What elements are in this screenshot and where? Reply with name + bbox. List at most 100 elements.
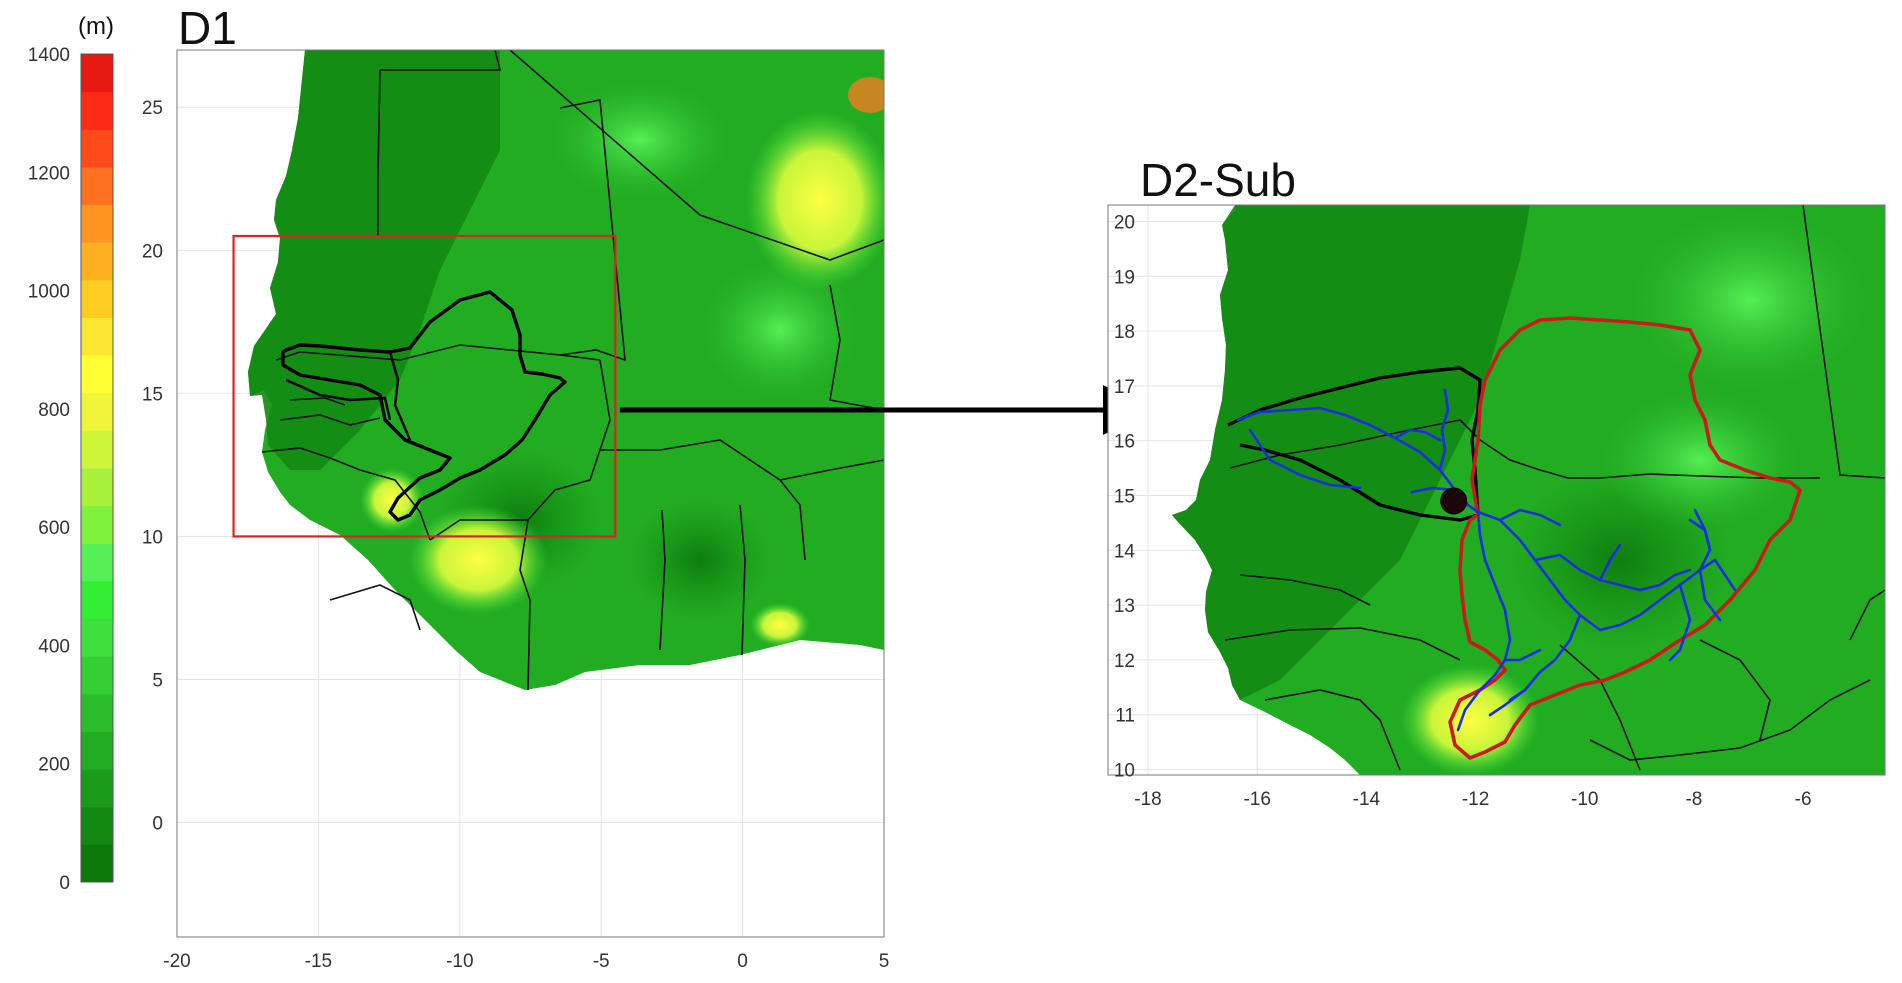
colorbar-band — [81, 355, 113, 394]
d1-x-tick-labels: -20 -15 -10 -5 0 5 — [163, 951, 889, 972]
d1-x-tick-label: -20 — [163, 951, 190, 972]
colorbar-tick-label: 1200 — [28, 163, 70, 184]
colorbar-band — [81, 543, 113, 582]
d1-y-tick-label: 5 — [152, 670, 163, 691]
d2sub-x-tick-label: -12 — [1462, 789, 1489, 810]
d2sub-y-tick-label: 20 — [1114, 212, 1135, 233]
d2sub-y-tick-label: 14 — [1114, 541, 1136, 562]
d2sub-x-tick-label: -6 — [1795, 789, 1812, 810]
colorbar-band — [81, 693, 113, 732]
d1-peak-ne — [848, 77, 884, 113]
d2sub-upper-basin-outline — [1448, 316, 1802, 760]
d1-y-tick-label: 10 — [142, 527, 163, 548]
colorbar-band — [81, 392, 113, 431]
colorbar-frame — [80, 53, 114, 883]
d2sub-y-tick-labels: 10 11 12 13 14 15 16 17 18 19 20 — [1114, 212, 1136, 781]
d2sub-y-tick-label: 19 — [1114, 267, 1135, 288]
d1-gambia-basin — [285, 378, 392, 421]
d2sub-x-tick-label: -16 — [1243, 789, 1270, 810]
colorbar-tick-label: 0 — [59, 873, 70, 894]
colorbar-band — [81, 54, 113, 93]
d2-domain-box — [232, 234, 617, 538]
d1-x-tick-label: -10 — [446, 951, 473, 972]
colorbar-band — [81, 468, 113, 507]
colorbar-band — [81, 242, 113, 281]
d1-highland-fouta — [360, 468, 424, 532]
colorbar-band — [81, 317, 113, 356]
d1-x-tick-label: 0 — [737, 951, 748, 972]
d2sub-x-tick-labels: -18 -16 -14 -12 -10 -8 -6 — [1134, 789, 1811, 810]
d2sub-x-tick-label: -8 — [1685, 789, 1702, 810]
d2sub-x-tick-label: -18 — [1134, 789, 1161, 810]
colorbar-band — [81, 656, 113, 695]
d1-x-tick-label: -5 — [593, 951, 610, 972]
d1-x-tick-label: 5 — [879, 951, 890, 972]
colorbar-band — [81, 618, 113, 657]
d2sub-y-tick-label: 11 — [1115, 706, 1135, 727]
d1-highland-south — [750, 603, 810, 647]
d1-light-patch-east — [700, 260, 860, 400]
colorbar-band — [81, 580, 113, 620]
d2sub-y-tick-label: 17 — [1114, 377, 1135, 398]
colorbar-tick-label: 400 — [38, 636, 70, 657]
colorbar-band — [81, 166, 113, 206]
colorbar-band — [81, 430, 113, 469]
colorbar-band — [81, 204, 113, 243]
d1-title: D1 — [178, 2, 237, 54]
colorbar-unit-label: (m) — [78, 13, 114, 40]
d2sub-y-tick-label: 18 — [1114, 322, 1135, 343]
d1-y-tick-label: 25 — [142, 98, 163, 119]
d1-y-tick-label: 20 — [142, 241, 163, 262]
d2sub-y-tick-label: 15 — [1114, 486, 1135, 507]
colorbar-band — [81, 91, 113, 130]
colorbar-tick-label: 800 — [38, 400, 70, 421]
d2sub-y-tick-label: 13 — [1114, 596, 1135, 617]
d2sub-dark-lowland — [1172, 205, 1530, 700]
d1-subbasin-divide — [388, 351, 412, 441]
d2sub-y-tick-label: 16 — [1114, 432, 1135, 453]
basin-outlet-marker — [1440, 487, 1468, 515]
colorbar-band — [81, 844, 113, 883]
colorbar-tick-label: 600 — [38, 518, 70, 539]
d1-highland-ne — [745, 110, 884, 290]
d2sub-light-patch-ne — [1630, 210, 1870, 390]
colorbar-band — [81, 731, 113, 770]
d1-senegal-basin — [281, 290, 567, 522]
d1-terrain — [232, 50, 884, 691]
colorbar-band — [81, 806, 113, 845]
colorbar-band — [81, 505, 113, 544]
d2sub-y-tick-label: 12 — [1114, 651, 1135, 672]
d2sub-title: D2-Sub — [1140, 154, 1296, 206]
d1-light-patch — [550, 80, 730, 200]
d1-x-tick-label: -15 — [305, 951, 332, 972]
d2sub-x-tick-label: -14 — [1353, 789, 1381, 810]
colorbar-band — [81, 769, 113, 808]
colorbar-tick-label: 200 — [38, 755, 70, 776]
colorbar-tick-labels: 0 200 400 600 800 1000 1200 1400 — [28, 45, 70, 894]
d1-y-tick-label: 15 — [142, 384, 163, 405]
d1-dark-lowland — [248, 50, 500, 470]
d1-axes-frame — [176, 49, 885, 938]
d1-y-tick-label: 0 — [152, 814, 163, 835]
colorbar-tick-label: 1400 — [28, 45, 70, 66]
colorbar-tick-label: 1000 — [28, 282, 70, 303]
d2sub-senegal-lower-basin — [1227, 366, 1482, 522]
d2sub-country-borders — [1224, 205, 1885, 771]
d1-y-tick-labels: 0 5 10 15 20 25 — [142, 98, 163, 834]
d2sub-axes-frame — [1107, 204, 1886, 776]
colorbar-band — [81, 129, 113, 168]
d2sub-terrain — [1172, 205, 1885, 775]
colorbar-bands — [81, 54, 113, 883]
d2sub-x-tick-label: -10 — [1571, 789, 1598, 810]
d2sub-y-tick-label: 10 — [1114, 761, 1135, 782]
d2sub-light-patch-e — [1600, 390, 1800, 530]
map-d2-sub: D2-Sub — [1107, 154, 1886, 810]
d2sub-highland-fouta — [1400, 664, 1540, 775]
d1-country-borders — [261, 50, 884, 691]
elevation-colorbar: (m) 0 200 400 600 800 1000 1200 1400 — [28, 13, 114, 894]
d1-highland-guinea — [408, 505, 548, 615]
colorbar-band — [81, 279, 113, 318]
d1-dark-patch-east — [630, 500, 770, 620]
map-d1: D1 D2 — [142, 2, 889, 972]
